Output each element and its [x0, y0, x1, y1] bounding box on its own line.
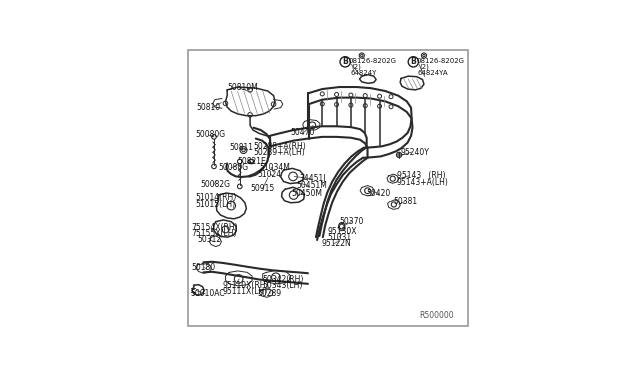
Text: 50810: 50810 — [196, 103, 220, 112]
Text: 08126-8202G: 08126-8202G — [417, 58, 465, 64]
Text: 51031: 51031 — [328, 232, 351, 242]
Text: 95122N: 95122N — [322, 239, 351, 248]
Text: B: B — [342, 57, 348, 66]
Text: 50811: 50811 — [229, 143, 253, 152]
Text: 50821E: 50821E — [237, 157, 266, 166]
Text: 75155X(LH): 75155X(LH) — [191, 229, 237, 238]
Text: B: B — [410, 57, 416, 66]
Text: 95143+A(LH): 95143+A(LH) — [397, 178, 449, 187]
Text: 50915: 50915 — [250, 184, 275, 193]
Text: 51024: 51024 — [258, 170, 282, 179]
Text: 08126-8202G: 08126-8202G — [349, 58, 397, 64]
Text: 50288+A(RH): 50288+A(RH) — [253, 142, 307, 151]
Text: 75154X(RH): 75154X(RH) — [191, 223, 237, 232]
Text: 64824Y: 64824Y — [350, 70, 377, 76]
Text: 50080G: 50080G — [219, 163, 249, 172]
Text: 50381: 50381 — [394, 197, 417, 206]
Text: 95110X(RH): 95110X(RH) — [222, 281, 269, 290]
Text: 50470: 50470 — [291, 128, 315, 137]
Text: 50289: 50289 — [258, 289, 282, 298]
Text: 95143   (RH): 95143 (RH) — [397, 171, 445, 180]
Text: 50810M: 50810M — [227, 83, 258, 92]
Text: 64824YA: 64824YA — [417, 70, 448, 76]
Text: 50343(LH): 50343(LH) — [262, 281, 303, 290]
Text: 50289+A(LH): 50289+A(LH) — [253, 148, 305, 157]
Text: 95130X: 95130X — [328, 227, 357, 236]
Text: 50451M: 50451M — [296, 181, 328, 190]
Text: 95240Y: 95240Y — [400, 148, 429, 157]
Text: 50010AC: 50010AC — [190, 289, 225, 298]
Text: 34451J: 34451J — [300, 174, 326, 183]
Text: 50082G: 50082G — [200, 180, 230, 189]
Text: R500000: R500000 — [420, 311, 454, 320]
Text: 50342(RH): 50342(RH) — [262, 275, 304, 284]
Text: 50420: 50420 — [367, 189, 391, 198]
Text: 51014(RH): 51014(RH) — [196, 193, 237, 202]
Text: 50312: 50312 — [198, 235, 222, 244]
Text: 51034M: 51034M — [259, 163, 290, 172]
Text: 95111X(LH): 95111X(LH) — [222, 287, 268, 296]
Text: 50370: 50370 — [339, 217, 364, 226]
Text: 50080G: 50080G — [196, 130, 226, 140]
Text: (2): (2) — [351, 64, 362, 70]
Text: 50450M: 50450M — [291, 189, 323, 198]
Text: 50180: 50180 — [191, 263, 215, 272]
Text: 51015(LH): 51015(LH) — [196, 200, 236, 209]
Text: (2): (2) — [420, 64, 429, 70]
